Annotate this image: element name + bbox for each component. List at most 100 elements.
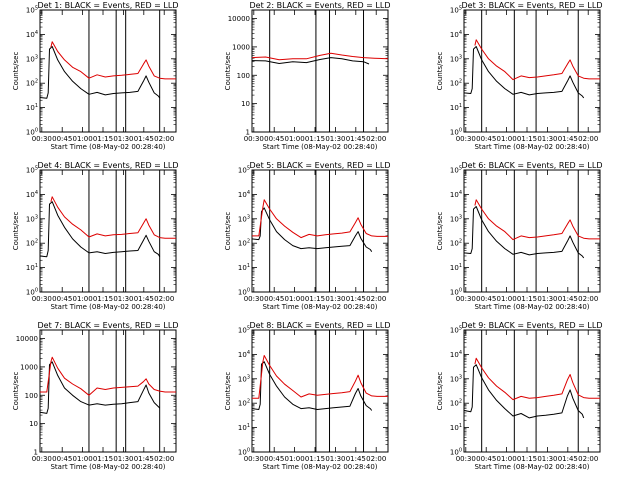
y-axis-label: Counts/sec	[436, 52, 444, 91]
x-tick-label: 00:30	[244, 295, 264, 303]
series-lld-line	[50, 196, 176, 239]
x-tick-label: 01:45	[558, 135, 578, 143]
x-tick-label: 00:30	[32, 295, 52, 303]
x-tick-label: 02:00	[154, 135, 174, 143]
x-tick-label: 00:45	[264, 295, 284, 303]
y-tick-label: 100	[450, 128, 462, 137]
x-tick-label: 01:30	[325, 455, 345, 463]
series-lld-line	[40, 356, 176, 396]
series-events-line	[464, 364, 585, 419]
y-tick-label: 100	[238, 448, 250, 457]
x-tick-label: 01:30	[113, 455, 133, 463]
x-tick-label: 01:30	[113, 135, 133, 143]
x-tick-label: 01:15	[305, 455, 325, 463]
y-tick-label: 104	[26, 30, 38, 39]
x-axis-label: Start Time (08-May-02 00:28:40)	[474, 143, 589, 151]
x-tick-label: 01:30	[325, 135, 345, 143]
plot-frame	[39, 329, 177, 453]
y-tick-label: 102	[238, 399, 250, 408]
y-tick-label: 1	[246, 129, 250, 137]
x-tick-label: 01:15	[517, 135, 537, 143]
x-tick-label: 01:30	[325, 295, 345, 303]
y-tick-label: 103	[450, 54, 462, 63]
y-tick-label: 103	[450, 214, 462, 223]
y-tick-label: 101	[238, 423, 250, 432]
x-tick-label: 01:00	[73, 455, 93, 463]
x-tick-label: 01:30	[537, 135, 557, 143]
x-tick-label: 02:00	[366, 135, 386, 143]
y-tick-label: 101	[26, 103, 38, 112]
x-tick-label: 00:45	[476, 455, 496, 463]
y-tick-label: 101	[450, 103, 462, 112]
x-tick-label: 01:45	[346, 455, 366, 463]
panel-det-8: Det 8: BLACK = Events, RED = LLD 100 101 10…	[224, 321, 390, 471]
x-tick-label: 00:30	[456, 295, 476, 303]
x-tick-label: 01:00	[73, 295, 93, 303]
series-lld-line	[252, 52, 388, 61]
panel-title: Det 7: BLACK = Events, RED = LLD	[38, 321, 179, 330]
y-tick-label: 102	[238, 239, 250, 248]
y-tick-label: 1000	[232, 43, 250, 51]
x-tick-label: 01:30	[537, 295, 557, 303]
y-tick-label: 104	[238, 350, 250, 359]
x-tick-label: 01:00	[73, 135, 93, 143]
y-tick-label: 101	[450, 423, 462, 432]
y-tick-label: 10000	[16, 335, 38, 343]
plot-frame	[463, 329, 601, 453]
x-tick-label: 01:15	[93, 135, 113, 143]
series-events-line	[40, 201, 161, 258]
x-tick-label: 00:30	[244, 455, 264, 463]
y-tick-label: 102	[26, 239, 38, 248]
x-axis-label: Start Time (08-May-02 00:28:40)	[50, 303, 165, 311]
y-tick-label: 10000	[228, 15, 250, 23]
y-tick-label: 102	[450, 239, 462, 248]
y-tick-label: 105	[238, 326, 250, 335]
x-tick-label: 00:45	[264, 455, 284, 463]
x-tick-label: 01:45	[558, 295, 578, 303]
series-events-line	[40, 361, 161, 414]
x-tick-label: 01:45	[134, 135, 154, 143]
y-tick-label: 100	[26, 128, 38, 137]
y-tick-label: 100	[237, 72, 250, 80]
y-tick-label: 102	[26, 79, 38, 88]
y-tick-label: 103	[238, 214, 250, 223]
y-axis-label: Counts/sec	[224, 212, 232, 251]
x-tick-label: 01:15	[517, 455, 537, 463]
panel-title: Det 4: BLACK = Events, RED = LLD	[38, 161, 179, 170]
y-tick-label: 105	[450, 166, 462, 175]
plot-frame	[251, 9, 389, 133]
x-tick-label: 00:30	[456, 135, 476, 143]
x-axis-label: Start Time (08-May-02 00:28:40)	[474, 463, 589, 471]
panel-det-2: Det 2: BLACK = Events, RED = LLD 1 10 100 10…	[224, 1, 390, 151]
y-axis-label: Counts/sec	[12, 372, 20, 411]
y-tick-label: 103	[238, 374, 250, 383]
y-tick-label: 103	[26, 214, 38, 223]
panel-det-4: Det 4: BLACK = Events, RED = LLD 100 101 10…	[12, 161, 178, 311]
y-axis-label: Counts/sec	[436, 212, 444, 251]
y-tick-label: 103	[26, 54, 38, 63]
plot-frame	[251, 329, 389, 453]
y-tick-label: 105	[450, 6, 462, 15]
panel-det-1: Det 1: BLACK = Events, RED = LLD 100 101 10…	[12, 1, 178, 151]
y-tick-label: 105	[26, 6, 38, 15]
x-axis-label: Start Time (08-May-02 00:28:40)	[50, 463, 165, 471]
x-tick-label: 00:45	[476, 295, 496, 303]
y-tick-label: 104	[238, 190, 250, 199]
x-tick-label: 01:15	[305, 295, 325, 303]
x-tick-label: 01:15	[93, 455, 113, 463]
panel-title: Det 9: BLACK = Events, RED = LLD	[462, 321, 603, 330]
y-tick-label: 100	[26, 288, 38, 297]
x-tick-label: 01:00	[497, 295, 517, 303]
y-tick-label: 105	[26, 166, 38, 175]
x-tick-label: 00:30	[244, 135, 264, 143]
x-tick-label: 01:00	[285, 455, 305, 463]
y-tick-label: 1	[34, 449, 38, 457]
panel-title: Det 8: BLACK = Events, RED = LLD	[250, 321, 391, 330]
plot-frame	[39, 9, 177, 133]
y-tick-label: 101	[238, 263, 250, 272]
panel-title: Det 6: BLACK = Events, RED = LLD	[462, 161, 603, 170]
x-tick-label: 01:45	[134, 455, 154, 463]
y-tick-label: 101	[450, 263, 462, 272]
x-axis-label: Start Time (08-May-02 00:28:40)	[50, 143, 165, 151]
